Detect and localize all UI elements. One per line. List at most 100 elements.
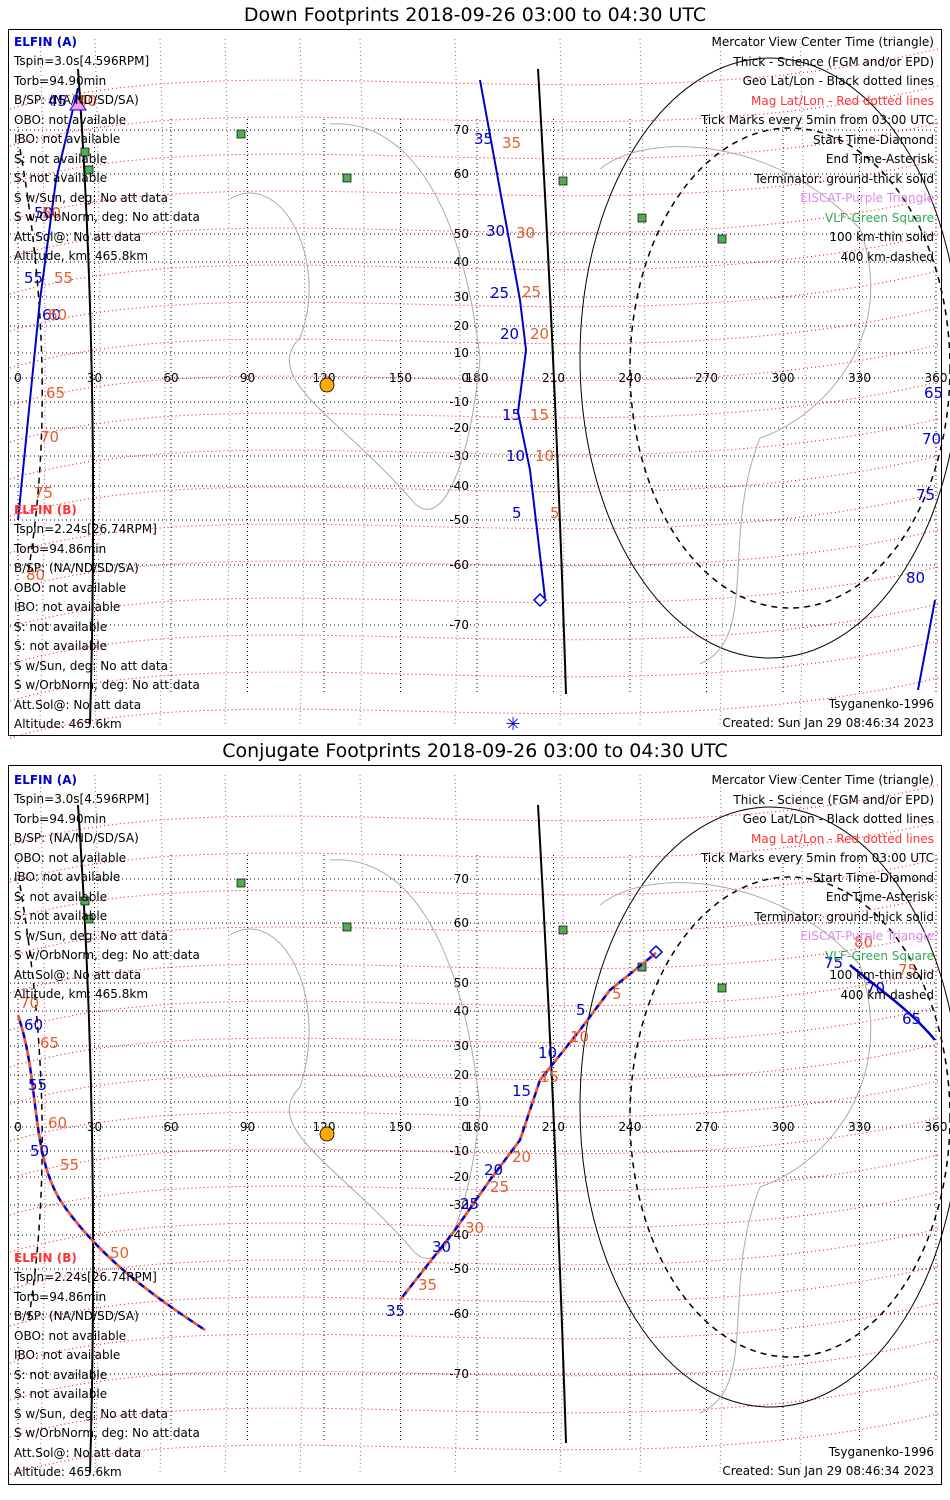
- info-line: S w/Sun, deg: No att data: [14, 190, 168, 205]
- track-tick-orange: 35: [418, 1276, 437, 1294]
- mag-lon-line: [719, 38, 726, 725]
- vlf-station-icon: [80, 147, 90, 157]
- track-tick-orange: 15: [530, 406, 549, 424]
- mag-lon-line: [39, 38, 46, 725]
- legend-mercator: Mercator View Center Time (triangle): [711, 773, 934, 787]
- track-tick-blue: 70: [922, 430, 941, 448]
- lon-tick-label: 30: [87, 371, 102, 385]
- lat-tick-label: 50: [454, 976, 469, 990]
- fov-400km-left: [19, 884, 43, 1324]
- lat-tick-label: 60: [454, 916, 469, 930]
- track-tick-orange: 35: [502, 134, 521, 152]
- legend-thick: Thick - Science (FGM and/or EPD): [733, 54, 934, 69]
- info-line: IBO: not available: [14, 1348, 121, 1362]
- lat-tick-label: 0: [461, 1120, 469, 1134]
- vlf-station-icon: [558, 925, 568, 935]
- elfin-b-label-conj: ELFIN (B): [14, 1251, 77, 1265]
- coastline: [599, 146, 872, 665]
- panel-down-title: Down Footprints 2018-09-26 03:00 to 04:3…: [243, 4, 707, 26]
- track-tick-blue: 25: [490, 284, 509, 302]
- lat-tick-label: 0: [461, 371, 469, 385]
- legend-vlf: VLF-Green Square: [825, 210, 934, 225]
- elfin-b-conj-track: [399, 952, 657, 1301]
- track-tick-orange: 65: [46, 384, 65, 402]
- legend-geo: Geo Lat/Lon - Black dotted lines: [742, 74, 934, 88]
- info-line: S w/OrbNorm, deg: No att data: [14, 948, 200, 962]
- center-triangle-icon: [69, 97, 87, 111]
- lon-tick-label: 90: [240, 1120, 255, 1134]
- info-line: S: not available: [14, 1387, 108, 1401]
- mag-lat-line: [9, 270, 939, 332]
- legend-thick: Thick - Science (FGM and/or EPD): [733, 792, 934, 807]
- track-tick-orange: 75: [898, 961, 917, 979]
- fov-100km: [579, 57, 950, 659]
- lon-tick-label: 330: [848, 371, 871, 385]
- panel-conjugate-title: Conjugate Footprints 2018-09-26 03:00 to…: [222, 740, 728, 762]
- coastline: [229, 859, 481, 1259]
- lat-tick-label: -10: [449, 395, 469, 409]
- elfin-a-down-track-east: [917, 599, 936, 691]
- lat-tick-label: 30: [454, 290, 469, 304]
- elfin-a-info-conj: Tspin=3.0s[4.596RPM] Torb=94.90min B/SP:…: [14, 790, 200, 1005]
- vlf-station-icon: [558, 176, 568, 186]
- info-line: Tspin=3.0s[4.596RPM]: [14, 54, 150, 68]
- track-tick-blue: 5: [576, 1001, 586, 1019]
- track-tick-blue: 50: [30, 1142, 49, 1160]
- lon-tick-label: 30: [87, 1120, 102, 1134]
- legend-geo: Geo Lat/Lon - Black dotted lines: [742, 812, 934, 826]
- mag-lon-line: [359, 38, 366, 725]
- terminator-line: [537, 804, 567, 1444]
- info-line: Att.Sol@: No att data: [14, 967, 142, 982]
- model-label-conj: Tsyganenko-1996: [828, 1445, 934, 1459]
- info-line: S w/Sun, deg: No att data: [14, 928, 168, 943]
- track-tick-orange: 40: [78, 92, 97, 110]
- lon-tick-label: 90: [240, 371, 255, 385]
- legend-eiscat: EISCAT-Purple Triangle: [800, 191, 934, 205]
- info-line: S: not available: [14, 151, 108, 166]
- lon-tick-label: 150: [389, 1120, 412, 1134]
- track-tick-blue: 75: [916, 486, 935, 504]
- legend-start: Start Time-Diamond: [812, 132, 934, 147]
- track-tick-blue: 20: [484, 1161, 503, 1179]
- lat-tick-label: -20: [449, 1170, 469, 1184]
- track-tick-blue: 60: [42, 306, 61, 324]
- vlf-station-icon: [84, 165, 94, 175]
- created-label-conj: Created: Sun Jan 29 08:46:34 2023: [722, 1464, 934, 1478]
- vlf-station-icon: [236, 129, 246, 139]
- track-tick-orange: 80: [854, 933, 873, 951]
- legend-400km: 400 km-dashed: [840, 249, 934, 264]
- legend-400km: 400 km-dashed: [840, 987, 934, 1002]
- mag-lon-line: [159, 38, 166, 725]
- legend-mag: Mag Lat/Lon - Red dotted lines: [750, 831, 934, 846]
- info-line: S: not available: [14, 639, 108, 653]
- lon-tick-label: 150: [389, 371, 412, 385]
- legend-100km: 100 km-thin solid: [829, 230, 934, 244]
- lat-tick-label: 70: [454, 123, 469, 137]
- coastline: [599, 882, 872, 1414]
- lon-tick-label: 270: [695, 371, 718, 385]
- track-tick-orange: 5: [550, 504, 560, 522]
- lat-tick-label: -50: [449, 513, 469, 527]
- track-tick-orange: 65: [40, 1034, 59, 1052]
- info-line: B/SP: (NA/ND/SD/SA): [14, 831, 139, 845]
- lat-tick-label: -40: [449, 479, 469, 493]
- sun-icon: [319, 1126, 335, 1142]
- info-line: Tspin=3.0s[4.596RPM]: [14, 792, 150, 806]
- lon-tick-label: 180: [466, 1120, 489, 1134]
- legend-start: Start Time-Diamond: [812, 870, 934, 885]
- lon-tick-label: 360: [925, 371, 948, 385]
- lon-tick-label: 0: [14, 371, 22, 385]
- fov-100km: [579, 806, 950, 1408]
- info-line: S: not available: [14, 171, 108, 185]
- track-tick-orange: 30: [465, 1219, 484, 1237]
- track-tick-blue: 10: [506, 447, 525, 465]
- sun-icon: [319, 377, 335, 393]
- elfin-a-conj-track-east: [849, 964, 936, 1041]
- track-tick-blue: 55: [24, 269, 43, 287]
- lat-tick-label: 20: [454, 1068, 469, 1082]
- track-tick-blue: 35: [474, 130, 493, 148]
- lat-tick-label: -50: [449, 1262, 469, 1276]
- info-line: S w/Sun, deg: No att data: [14, 1406, 168, 1421]
- legend-100km: 100 km-thin solid: [829, 968, 934, 982]
- info-line: OBO: not available: [14, 580, 127, 595]
